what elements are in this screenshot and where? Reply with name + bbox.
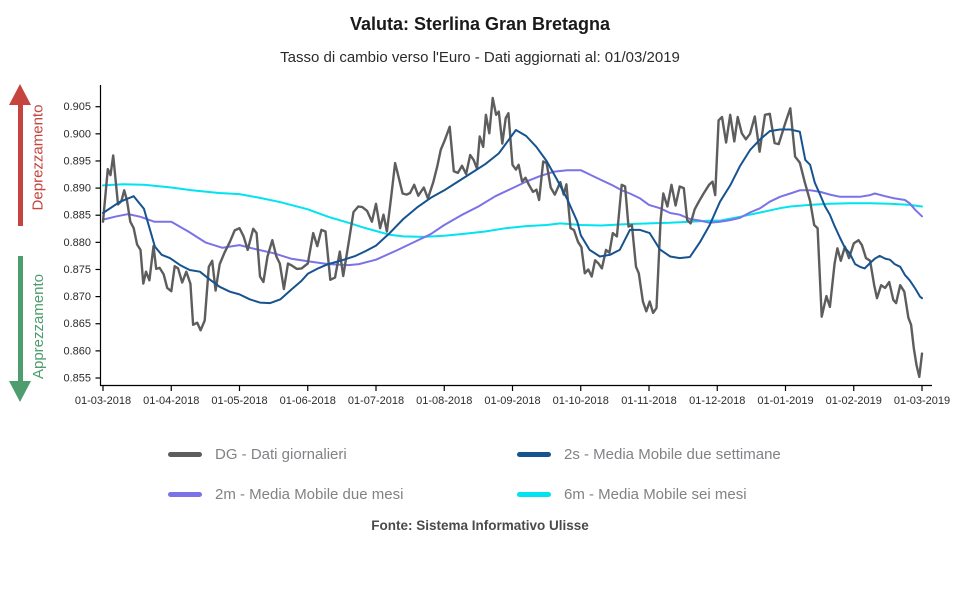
svg-text:01-09-2018: 01-09-2018	[484, 395, 540, 407]
svg-text:01-07-2018: 01-07-2018	[348, 395, 404, 407]
legend-item-dg: DG - Dati giornalieri	[168, 446, 347, 463]
svg-text:0.865: 0.865	[63, 318, 91, 330]
svg-text:0.880: 0.880	[63, 237, 91, 249]
legend-label-6m: 6m - Media Mobile sei mesi	[564, 486, 747, 503]
svg-text:0.870: 0.870	[63, 291, 91, 303]
appreciation-arrow-icon	[8, 256, 32, 402]
svg-text:0.855: 0.855	[63, 373, 91, 385]
dg-line-swatch-icon	[168, 452, 202, 457]
svg-text:01-12-2018: 01-12-2018	[689, 395, 745, 407]
svg-text:01-04-2018: 01-04-2018	[143, 395, 199, 407]
svg-text:0.900: 0.900	[63, 128, 91, 140]
svg-text:01-02-2019: 01-02-2019	[826, 395, 882, 407]
svg-text:01-05-2018: 01-05-2018	[211, 395, 267, 407]
legend-label-2s: 2s - Media Mobile due settimane	[564, 446, 781, 463]
svg-text:0.860: 0.860	[63, 345, 91, 357]
two-month-ma-swatch-icon	[168, 492, 202, 497]
svg-text:0.875: 0.875	[63, 264, 91, 276]
chart-legend: DG - Dati giornalieri 2s - Media Mobile …	[0, 436, 960, 512]
six-month-ma-swatch-icon	[517, 492, 551, 497]
svg-text:0.905: 0.905	[63, 101, 91, 113]
exchange-rate-plot: 0.905 0.900 0.895 0.890 0.885 0.880 0.875 0.870…	[63, 85, 950, 407]
svg-text:0.890: 0.890	[63, 183, 91, 195]
legend-item-2s: 2s - Media Mobile due settimane	[517, 446, 781, 463]
svg-text:0.895: 0.895	[63, 155, 91, 167]
exchange-rate-chart: 0.905 0.900 0.895 0.890 0.885 0.880 0.875 0.870…	[0, 78, 960, 428]
svg-text:01-03-2018: 01-03-2018	[75, 395, 131, 407]
depreciation-arrow-icon	[8, 84, 32, 226]
legend-item-2m: 2m - Media Mobile due mesi	[168, 486, 403, 503]
svg-text:01-11-2018: 01-11-2018	[621, 395, 676, 407]
svg-text:01-10-2018: 01-10-2018	[553, 395, 609, 407]
svg-text:01-01-2019: 01-01-2019	[757, 395, 813, 407]
page-subtitle: Tasso di cambio verso l'Euro - Dati aggi…	[280, 49, 680, 66]
page-title: Valuta: Sterlina Gran Bretagna	[349, 14, 611, 34]
svg-text:0.885: 0.885	[63, 210, 91, 222]
two-week-ma-swatch-icon	[517, 452, 551, 457]
svg-text:01-08-2018: 01-08-2018	[416, 395, 472, 407]
source-note: Fonte: Sistema Informativo Ulisse	[371, 518, 589, 533]
legend-label-2m: 2m - Media Mobile due mesi	[215, 486, 404, 503]
svg-text:01-06-2018: 01-06-2018	[280, 395, 336, 407]
legend-label-dg: DG - Dati giornalieri	[215, 446, 347, 463]
svg-text:01-03-2019: 01-03-2019	[894, 395, 950, 407]
legend-item-6m: 6m - Media Mobile sei mesi	[517, 486, 747, 503]
